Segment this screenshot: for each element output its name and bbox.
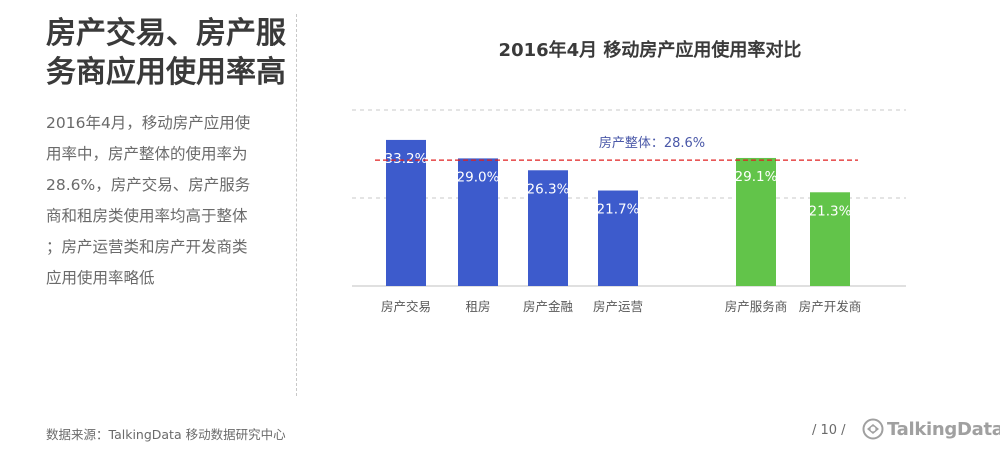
category-label: 租房 xyxy=(465,299,490,314)
bar-chart: 33.2% 房产交易 29.0% 租房 26.3% 房产金融 21.7% 房产运营 29.1% 房… xyxy=(352,109,906,314)
section-title: 房产交易、房产服 务商应用使用率高 xyxy=(46,14,286,92)
bar xyxy=(458,158,498,286)
category-label: 房产运营 xyxy=(593,299,643,314)
section-title-line-1: 房产交易、房产服 xyxy=(46,16,286,51)
page-number: / 10 / xyxy=(812,423,846,438)
reference-line-label: 房产整体：28.6% xyxy=(599,135,705,151)
summary-text: 2016年4月，移动房产应用使 用率中，房产整体的使用率为 28.6%，房产交易… xyxy=(46,108,278,294)
summary-line: 2016年4月，移动房产应用使 xyxy=(46,114,251,132)
bar-value-label: 33.2% xyxy=(385,151,428,167)
category-label: 房产开发商 xyxy=(799,299,862,314)
chart-title: 2016年4月 移动房产应用使用率对比 xyxy=(498,40,802,61)
summary-line: 用率中，房产整体的使用率为 xyxy=(46,145,248,163)
summary-line: 28.6%，房产交易、房产服务 xyxy=(46,176,251,194)
section-title-line-2: 务商应用使用率高 xyxy=(46,55,286,90)
bar xyxy=(810,192,850,286)
talkingdata-logo-icon xyxy=(862,418,884,440)
category-label: 房产金融 xyxy=(523,299,574,314)
talkingdata-logo: TalkingData xyxy=(862,418,1000,440)
bar-value-label: 21.7% xyxy=(597,202,640,218)
bar-value-label: 26.3% xyxy=(527,181,570,197)
bar xyxy=(736,157,776,286)
category-label: 房产交易 xyxy=(381,299,431,314)
summary-line: 商和租房类使用率均高于整体 xyxy=(46,207,248,225)
bar xyxy=(386,139,426,286)
bar-value-label: 29.0% xyxy=(457,169,500,185)
summary-line: 应用使用率略低 xyxy=(46,269,155,287)
category-label: 房产服务商 xyxy=(725,299,788,314)
bar-value-label: 21.3% xyxy=(809,203,852,219)
data-source: 数据来源：TalkingData 移动数据研究中心 xyxy=(46,427,286,442)
summary-line: ；房产运营类和房产开发商类 xyxy=(46,238,248,256)
bar-value-label: 29.1% xyxy=(735,169,778,185)
logo-text: TalkingData xyxy=(887,418,1000,440)
bar xyxy=(528,170,568,286)
bar xyxy=(598,190,638,286)
vertical-divider xyxy=(296,14,297,396)
